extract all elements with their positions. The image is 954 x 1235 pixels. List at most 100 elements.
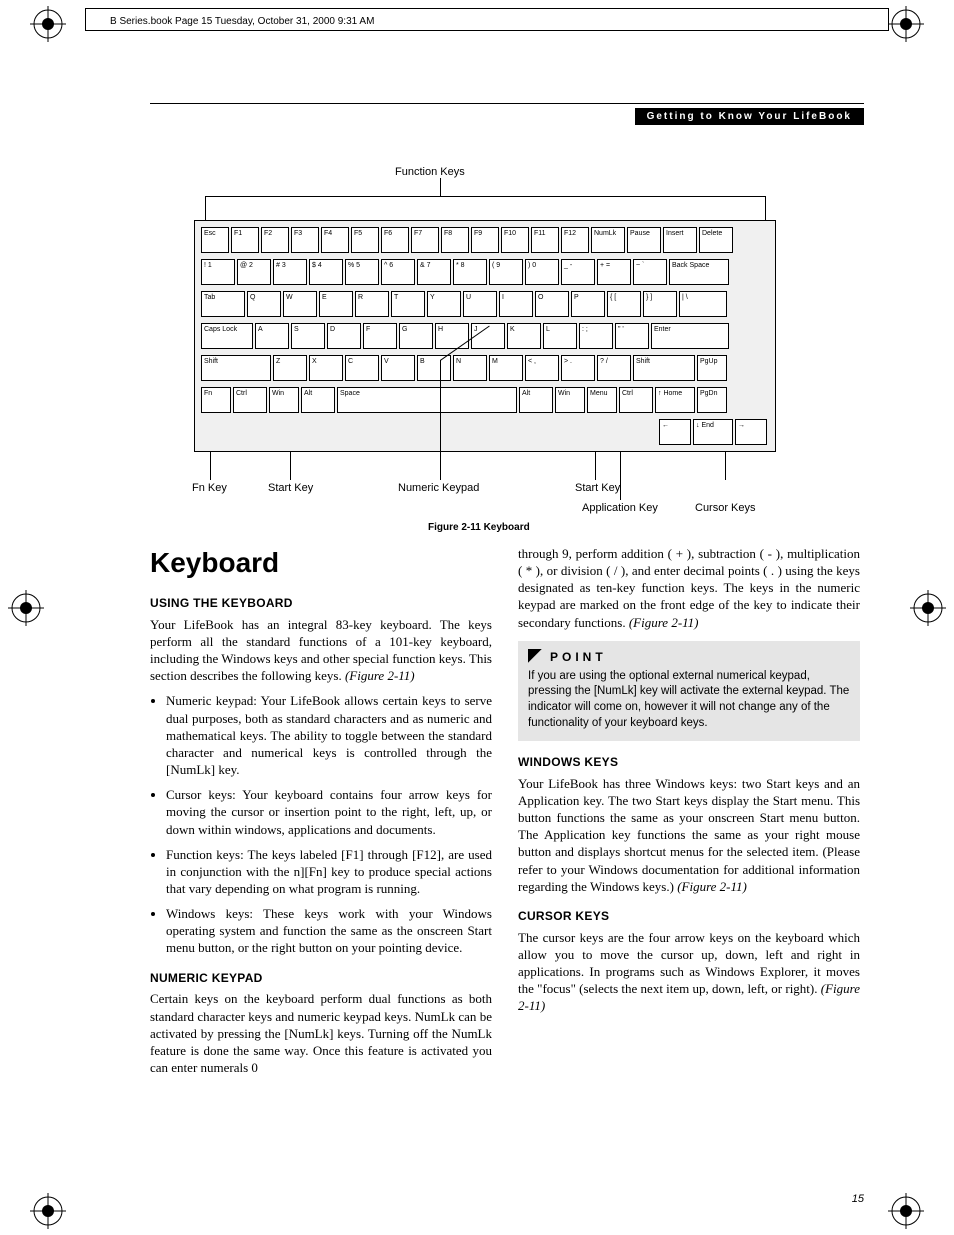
reg-mark-icon: [910, 590, 946, 626]
keyboard-key: F4: [321, 227, 349, 253]
label-application-key: Application Key: [582, 502, 658, 514]
page-title: Keyboard: [150, 545, 492, 582]
keyboard-key: Q: [247, 291, 281, 317]
callout-line: [440, 178, 441, 196]
list-item: Windows keys: These keys work with your …: [166, 905, 492, 956]
keyboard-key: D: [327, 323, 361, 349]
figure-ref: (Figure 2-11): [345, 668, 415, 683]
keyboard-key: $ 4: [309, 259, 343, 285]
keyboard-key: & 7: [417, 259, 451, 285]
keyboard-key: I: [499, 291, 533, 317]
left-column: Keyboard USING THE KEYBOARD Your LifeBoo…: [150, 545, 492, 1084]
crop-mark: [85, 8, 86, 30]
callout-line: [290, 452, 291, 480]
keyboard-key: E: [319, 291, 353, 317]
right-column: through 9, perform addition ( + ), subtr…: [518, 545, 860, 1084]
keyboard-key: N: [453, 355, 487, 381]
keyboard-key: Ctrl: [619, 387, 653, 413]
keyboard-key: X: [309, 355, 343, 381]
list-item: Cursor keys: Your keyboard contains four…: [166, 786, 492, 837]
page-stamp: B Series.book Page 15 Tuesday, October 3…: [110, 16, 374, 27]
label-numeric-keypad: Numeric Keypad: [398, 482, 479, 494]
figure-ref: (Figure 2-11): [677, 879, 747, 894]
keyboard-key: F1: [231, 227, 259, 253]
key-row: ←↓ End→: [659, 419, 769, 447]
section-header: Getting to Know Your LifeBook: [635, 108, 864, 125]
reg-mark-icon: [30, 6, 66, 42]
keyboard-key: O: [535, 291, 569, 317]
reg-mark-icon: [888, 6, 924, 42]
reg-mark-icon: [888, 1193, 924, 1229]
key-row: EscF1F2F3F4F5F6F7F8F9F10F11F12NumLkPause…: [201, 227, 769, 255]
keyboard-key: B: [417, 355, 451, 381]
keyboard-key: F3: [291, 227, 319, 253]
keyboard-key: # 3: [273, 259, 307, 285]
keyboard-key: A: [255, 323, 289, 349]
keyboard-key: Y: [427, 291, 461, 317]
paragraph: Certain keys on the keyboard perform dua…: [150, 990, 492, 1076]
keyboard-key: } ]: [643, 291, 677, 317]
keyboard-key: ? /: [597, 355, 631, 381]
keyboard-key: Shift: [633, 355, 695, 381]
list-item: Numeric keypad: Your LifeBook allows cer…: [166, 692, 492, 778]
keyboard-key: Win: [555, 387, 585, 413]
keyboard-key: ↓ End: [693, 419, 733, 445]
callout-line: [595, 452, 596, 480]
point-heading: POINT: [528, 649, 850, 665]
callout-line: [765, 196, 766, 220]
keyboard-key: F5: [351, 227, 379, 253]
callout-line: [440, 360, 441, 480]
heading-windows-keys: WINDOWS KEYS: [518, 755, 860, 771]
keyboard-key: Fn: [201, 387, 231, 413]
text: Your LifeBook has three Windows keys: tw…: [518, 776, 860, 894]
keyboard-key: ( 9: [489, 259, 523, 285]
key-row: TabQWERTYUIOP{ [} ]| \: [201, 291, 769, 319]
keyboard-key: V: [381, 355, 415, 381]
callout-line: [205, 196, 765, 197]
keyboard-key: Caps Lock: [201, 323, 253, 349]
keyboard-key: * 8: [453, 259, 487, 285]
keyboard-key: Shift: [201, 355, 271, 381]
reg-mark-icon: [30, 1193, 66, 1229]
keyboard-key: F10: [501, 227, 529, 253]
keyboard-key: R: [355, 291, 389, 317]
label-function-keys: Function Keys: [395, 166, 465, 178]
reg-mark-icon: [8, 590, 44, 626]
figure-ref: (Figure 2-11): [629, 615, 699, 630]
keyboard-key: @ 2: [237, 259, 271, 285]
keyboard-key: G: [399, 323, 433, 349]
keyboard-key: Delete: [699, 227, 733, 253]
rule-line: [85, 8, 889, 9]
keyboard-key: " ': [615, 323, 649, 349]
keyboard-key: Back Space: [669, 259, 729, 285]
keyboard-key: Enter: [651, 323, 729, 349]
keyboard-key: Ctrl: [233, 387, 267, 413]
point-callout-box: POINT If you are using the optional exte…: [518, 641, 860, 741]
keyboard-key: F: [363, 323, 397, 349]
keyboard-key: F12: [561, 227, 589, 253]
label-cursor-keys: Cursor Keys: [695, 502, 756, 514]
keyboard-key: ! 1: [201, 259, 235, 285]
keyboard-key: { [: [607, 291, 641, 317]
keyboard-key: PgDn: [697, 387, 727, 413]
list-item: Function keys: The keys labeled [F1] thr…: [166, 846, 492, 897]
callout-line: [210, 452, 211, 480]
keyboard-key: ) 0: [525, 259, 559, 285]
key-row: FnCtrlWinAltSpaceAltWinMenuCtrl↑ HomePgD…: [201, 387, 769, 415]
paragraph: Your LifeBook has an integral 83-key key…: [150, 616, 492, 685]
keyboard-figure: Function Keys EscF1F2F3F4F5F6F7F8F9F10F1…: [150, 160, 860, 520]
heading-numeric-keypad: NUMERIC KEYPAD: [150, 971, 492, 987]
keyboard-key: < ,: [525, 355, 559, 381]
keyboard-key: ^ 6: [381, 259, 415, 285]
keyboard-key: P: [571, 291, 605, 317]
keyboard-key: F11: [531, 227, 559, 253]
keyboard-key: NumLk: [591, 227, 625, 253]
keyboard-key: Z: [273, 355, 307, 381]
label-fn-key: Fn Key: [192, 482, 227, 494]
bullet-list: Numeric keypad: Your LifeBook allows cer…: [150, 692, 492, 956]
keyboard-key: | \: [679, 291, 727, 317]
keyboard-key: ~ `: [633, 259, 667, 285]
keyboard-key: Menu: [587, 387, 617, 413]
keyboard-key: Pause: [627, 227, 661, 253]
keyboard-key: F2: [261, 227, 289, 253]
